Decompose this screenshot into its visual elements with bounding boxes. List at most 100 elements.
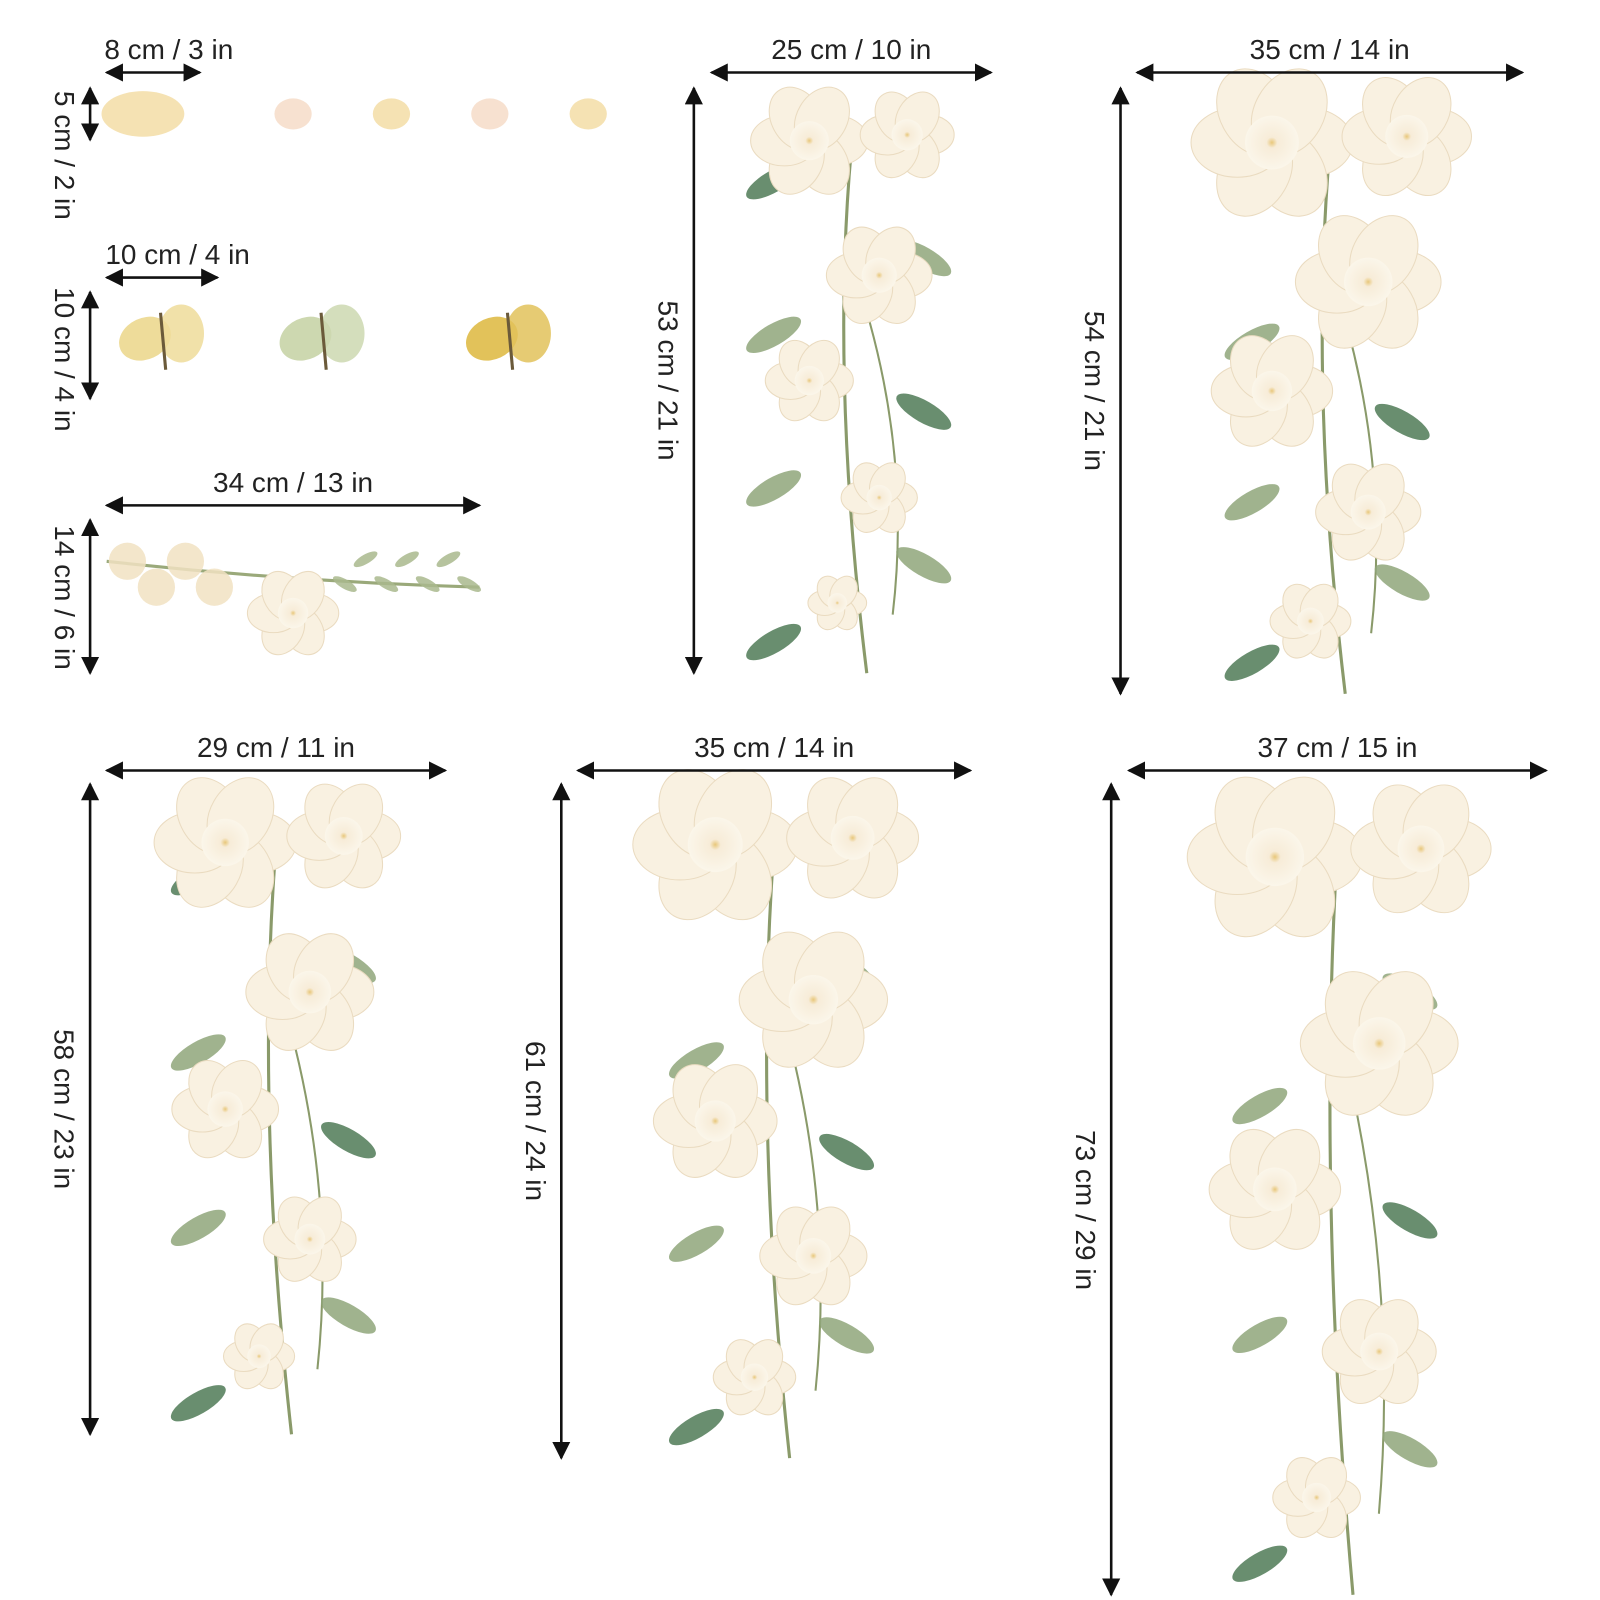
petal — [274, 98, 312, 130]
leaf — [170, 1034, 226, 1071]
leaf — [668, 1225, 724, 1262]
sticker-branch — [106, 542, 482, 656]
flower-center — [788, 974, 839, 1025]
flower-center — [1244, 115, 1299, 170]
petal — [372, 98, 411, 130]
leaf — [332, 576, 357, 592]
leaf — [1232, 1545, 1288, 1582]
leaf — [1374, 403, 1430, 441]
width-label: 29 cm / 11 in — [197, 732, 355, 763]
flower-center — [1360, 1332, 1399, 1371]
blossom — [195, 568, 234, 606]
flower-center — [891, 119, 923, 151]
flower-center — [827, 593, 848, 613]
leaf — [321, 1297, 376, 1334]
petal — [569, 98, 607, 130]
height-label: 58 cm / 23 in — [49, 1029, 80, 1189]
width-label: 34 cm / 13 in — [213, 467, 373, 498]
flower-center — [201, 818, 249, 867]
leaf — [321, 1122, 376, 1159]
leaf — [374, 576, 399, 592]
flower-center — [687, 817, 743, 873]
flower-center — [1352, 1017, 1406, 1070]
flower-center — [1397, 825, 1445, 873]
flower-center — [789, 121, 829, 161]
flower-center — [324, 817, 363, 855]
blossom — [166, 542, 205, 580]
butterfly-body — [319, 312, 328, 370]
flower-center — [1245, 827, 1305, 887]
leaf — [819, 1317, 875, 1354]
sticker-hanging-roses-corner — [1190, 68, 1472, 695]
height-label: 54 cm / 21 in — [1079, 311, 1110, 471]
leaf — [746, 316, 802, 354]
flower-center — [866, 484, 892, 511]
petal — [471, 98, 509, 130]
sticker-butterflies — [119, 304, 551, 370]
butterfly-wing — [505, 304, 551, 363]
flower-center — [740, 1363, 769, 1391]
leaf — [415, 576, 440, 592]
width-label: 25 cm / 10 in — [771, 34, 931, 65]
leaf — [457, 576, 482, 592]
butterfly-wing — [318, 304, 365, 363]
flower-center — [1252, 1167, 1297, 1212]
leaf — [170, 1385, 226, 1422]
flower-center — [207, 1091, 243, 1127]
leaf — [1224, 644, 1280, 681]
flower-center — [795, 1238, 832, 1274]
sticker-hanging-roses-small — [746, 86, 955, 674]
leaf — [170, 1209, 226, 1247]
butterfly-body — [505, 312, 515, 370]
width-label: 10 cm / 4 in — [105, 239, 250, 270]
butterfly-wing — [465, 316, 518, 361]
flower-center — [277, 597, 309, 629]
flower-center — [861, 257, 897, 293]
width-label: 35 cm / 14 in — [694, 732, 854, 763]
leaf — [1382, 1202, 1438, 1239]
flower-center — [830, 815, 875, 860]
width-label: 37 cm / 15 in — [1257, 732, 1417, 763]
leaf — [1224, 484, 1280, 521]
leaf — [746, 623, 802, 661]
flower-center — [1385, 114, 1429, 159]
sticker-petals — [101, 91, 607, 137]
flower-center — [247, 1344, 271, 1369]
leaf — [1232, 1316, 1288, 1354]
flower-center — [1302, 1482, 1332, 1513]
leaf — [395, 551, 419, 568]
flower-center — [1343, 257, 1393, 307]
leaf — [896, 547, 952, 584]
leaf — [746, 470, 802, 507]
leaf — [896, 393, 952, 430]
flower-center — [794, 365, 824, 396]
leaf — [668, 1408, 724, 1446]
butterfly-body — [158, 312, 168, 370]
height-label: 5 cm / 2 in — [49, 91, 80, 220]
height-label: 53 cm / 21 in — [652, 301, 683, 461]
flower-center — [1251, 370, 1293, 412]
width-label: 8 cm / 3 in — [104, 34, 233, 65]
leaf — [819, 1133, 875, 1171]
leaf — [1374, 564, 1430, 601]
flower-center — [694, 1100, 736, 1142]
flower-center — [294, 1223, 326, 1255]
leaf — [1232, 1087, 1288, 1125]
height-label: 61 cm / 24 in — [520, 1041, 551, 1201]
leaf — [353, 551, 378, 568]
flower-center — [1296, 607, 1324, 635]
sticker-rose-cascade-large — [1186, 776, 1492, 1595]
height-label: 10 cm / 4 in — [49, 287, 80, 431]
flower-center — [288, 970, 332, 1014]
sticker-camellia-cascade — [632, 769, 920, 1459]
height-label: 73 cm / 29 in — [1070, 1130, 1101, 1290]
height-label: 14 cm / 6 in — [49, 525, 80, 670]
width-label: 35 cm / 14 in — [1250, 34, 1410, 65]
butterfly-wing — [279, 316, 332, 361]
petal — [101, 91, 185, 137]
blossom — [108, 542, 147, 580]
flower-center — [1350, 494, 1386, 530]
butterfly-wing — [158, 304, 205, 363]
